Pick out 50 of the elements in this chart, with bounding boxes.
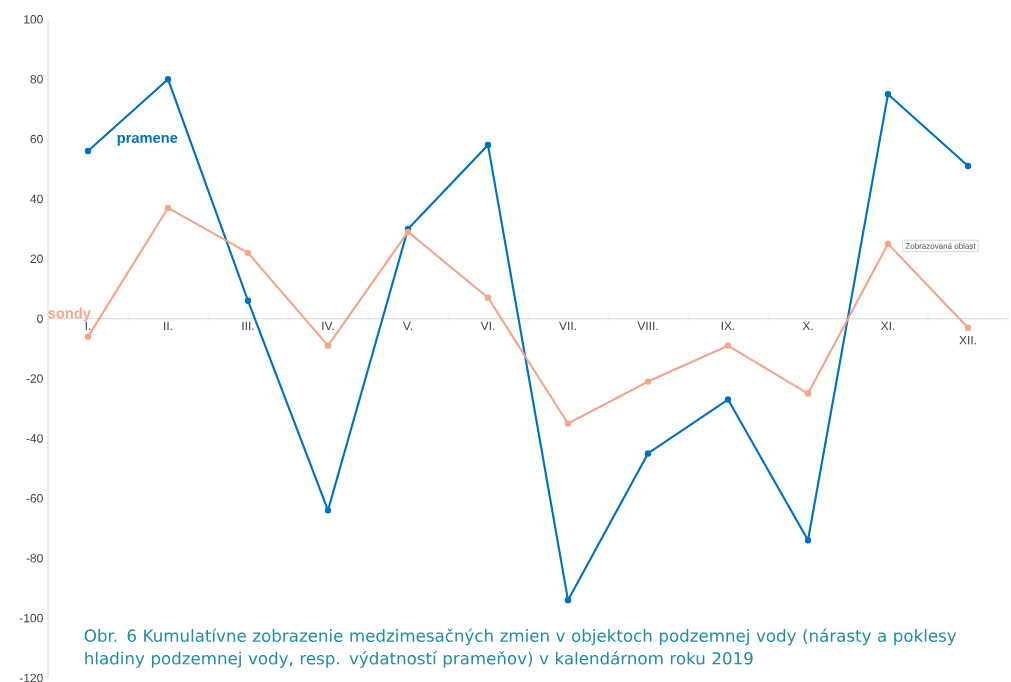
series-label: pramene [117, 134, 178, 146]
point [84, 333, 92, 340]
x-tick-label: II. [164, 321, 172, 330]
point [484, 294, 492, 301]
x-tick-label: III. [242, 321, 254, 330]
y-tick-label: -100 [19, 613, 43, 623]
y-tick-label: 80 [30, 74, 43, 84]
point [964, 324, 972, 331]
annotation: Obr. 6 Kumulatívne zobrazenie medzimesačných zmien v objektoch podzemnej vody (nárasty a poklesy hladiny podzemnej vody, resp. výdatností prameňov) v kalendárnom roku 2019 [84, 628, 957, 668]
point [244, 249, 252, 257]
point [724, 396, 732, 403]
x-tick-label: X. [802, 321, 813, 330]
x-tick-label: V. [402, 321, 413, 330]
annotation: Zobrazovaná oblast [905, 242, 976, 249]
y-tick-label: 100 [24, 15, 43, 24]
point [724, 342, 732, 349]
point [964, 162, 972, 170]
y-tick-label: -120 [19, 673, 43, 682]
x-tick-label: VI. [480, 321, 495, 330]
series-label: sondy [48, 307, 91, 322]
x-tick-label: IX. [721, 321, 735, 330]
point [644, 450, 652, 457]
point [164, 204, 172, 212]
point [324, 342, 332, 349]
point [84, 147, 92, 155]
point [564, 596, 572, 604]
x-tick-label: I. [85, 321, 91, 330]
point [484, 141, 492, 149]
y-tick-label: 20 [30, 254, 43, 264]
y-tick-label: -60 [26, 494, 43, 503]
point [164, 76, 172, 83]
point [324, 507, 332, 514]
x-tick-label: XI. [880, 321, 895, 330]
point [884, 240, 892, 248]
y-tick-label: 60 [30, 134, 43, 144]
point [804, 537, 812, 544]
point [244, 297, 252, 304]
x-tick-label: VIII. [637, 321, 658, 330]
y-tick-label: 40 [30, 194, 43, 204]
x-tick-label: XII. [959, 335, 976, 345]
y-tick-label: -40 [26, 434, 43, 443]
point [644, 378, 652, 385]
point [564, 420, 572, 427]
y-tick-label: -20 [26, 374, 43, 383]
y-tick-label: 0 [37, 314, 43, 323]
x-tick-label: VII. [559, 321, 576, 330]
x-tick-label: IV. [322, 321, 334, 330]
point [884, 90, 892, 98]
y-tick-label: -80 [26, 553, 43, 563]
point [804, 390, 812, 397]
